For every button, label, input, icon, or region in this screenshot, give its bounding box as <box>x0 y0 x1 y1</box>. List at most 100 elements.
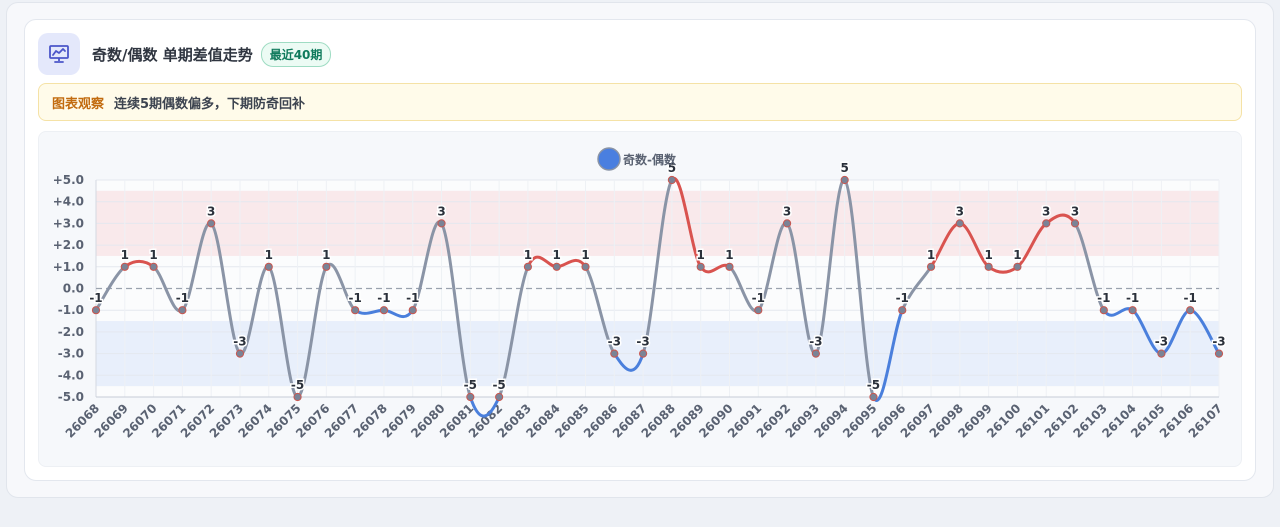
series-line-segment <box>843 178 875 399</box>
data-label: 1 <box>697 248 705 262</box>
data-label: 3 <box>1071 204 1079 218</box>
series-line-segment <box>785 221 818 356</box>
chart-card: 奇数/偶数 单期差值走势 最近40期 图表观察 连续5期偶数偏多，下期防奇回补 … <box>24 19 1256 481</box>
data-label: -1 <box>176 291 189 305</box>
data-label: -1 <box>1097 291 1110 305</box>
data-label: -5 <box>867 378 880 392</box>
data-label: 1 <box>149 248 157 262</box>
data-point <box>322 262 331 271</box>
data-point <box>379 306 389 315</box>
data-label: -5 <box>492 378 505 392</box>
data-point <box>1099 306 1108 315</box>
series-line-segment <box>468 395 501 418</box>
y-tick-label: 0.0 <box>63 282 84 296</box>
data-label: 1 <box>553 248 561 262</box>
series-line-segment <box>641 178 674 356</box>
y-tick-label: -2.0 <box>58 325 84 339</box>
card-header: 奇数/偶数 单期差值走势 最近40期 <box>38 32 332 76</box>
data-point <box>1128 306 1137 315</box>
data-point <box>581 262 590 271</box>
y-tick-label: -5.0 <box>58 390 84 404</box>
y-tick-label: +1.0 <box>53 260 84 274</box>
data-point <box>926 262 936 271</box>
data-point <box>898 306 907 315</box>
data-point <box>91 306 101 315</box>
data-label: 1 <box>927 248 935 262</box>
data-label: 3 <box>783 204 791 218</box>
data-point <box>466 392 475 402</box>
data-point <box>639 349 648 358</box>
data-point <box>955 219 964 228</box>
data-point <box>207 219 216 228</box>
data-label: -3 <box>608 335 621 349</box>
data-point <box>264 262 273 271</box>
data-point <box>149 262 158 271</box>
line-chart: +5.0 +4.0 +3.0 +2.0 +1.0 0.0 -1.0 -2.0 -3.0 -4.0 -… <box>53 147 1227 441</box>
y-tick-label: +3.0 <box>53 216 84 230</box>
y-tick-label: -3.0 <box>58 347 84 361</box>
data-point <box>523 262 533 271</box>
data-point <box>293 392 302 402</box>
data-label: 1 <box>322 248 330 262</box>
data-label: -1 <box>1184 291 1197 305</box>
data-label: 3 <box>437 204 445 218</box>
data-label: 1 <box>984 248 992 262</box>
series-line-segment <box>209 221 242 356</box>
data-label: -1 <box>406 291 419 305</box>
data-point <box>178 306 187 315</box>
y-tick-label: -4.0 <box>58 368 84 382</box>
data-point <box>696 262 705 271</box>
data-point <box>1013 262 1022 271</box>
data-label: 3 <box>956 204 964 218</box>
card-title: 奇数/偶数 单期差值走势 <box>92 45 253 64</box>
y-tick-label: +5.0 <box>53 173 84 187</box>
data-point <box>1070 219 1080 228</box>
data-label: -1 <box>752 291 765 305</box>
period-badge: 最近40期 <box>260 41 332 67</box>
data-point <box>869 392 878 402</box>
data-label: -3 <box>233 335 246 349</box>
series-line-segment <box>612 352 645 372</box>
data-label: -3 <box>809 335 822 349</box>
data-label: 1 <box>121 248 129 262</box>
data-point <box>408 306 417 315</box>
data-point <box>610 349 619 358</box>
observation-banner: 图表观察 连续5期偶数偏多，下期防奇回补 <box>38 83 1242 121</box>
series-line-segment <box>497 265 530 399</box>
data-point <box>811 349 820 358</box>
chart-area: +5.0 +4.0 +3.0 +2.0 +1.0 0.0 -1.0 -2.0 -3.0 -4.0 -… <box>38 131 1242 467</box>
data-point <box>437 219 446 228</box>
data-point <box>1157 349 1166 358</box>
series-line-segment <box>1073 221 1106 312</box>
data-label: 1 <box>725 248 733 262</box>
data-label: 3 <box>1042 204 1050 218</box>
legend-label: 奇数-偶数 <box>623 152 677 167</box>
data-point <box>1186 306 1195 315</box>
data-point <box>120 262 129 271</box>
data-label: -1 <box>896 291 909 305</box>
data-point <box>840 175 849 185</box>
data-point <box>552 262 561 271</box>
data-label: 1 <box>524 248 532 262</box>
data-label: -3 <box>636 335 649 349</box>
legend: 奇数-偶数 <box>597 147 677 171</box>
series-line-segment <box>440 221 472 399</box>
legend-marker <box>597 147 621 171</box>
data-point <box>495 392 504 402</box>
data-label: 1 <box>581 248 589 262</box>
series-line-segment <box>814 178 847 356</box>
data-label: 1 <box>1013 248 1021 262</box>
series-line-segment <box>871 308 904 402</box>
data-point <box>1214 349 1224 358</box>
trend-chart-icon <box>38 33 80 75</box>
data-label: -1 <box>377 291 390 305</box>
data-label: 5 <box>668 161 676 175</box>
data-point <box>725 262 734 271</box>
data-label: -1 <box>1126 291 1139 305</box>
data-label: -3 <box>1212 335 1225 349</box>
y-tick-label: -1.0 <box>58 303 84 317</box>
data-point <box>754 306 763 315</box>
observation-text: 连续5期偶数偏多，下期防奇回补 <box>114 96 306 112</box>
series-line-segment <box>296 265 328 399</box>
series-line-segment <box>267 265 300 399</box>
